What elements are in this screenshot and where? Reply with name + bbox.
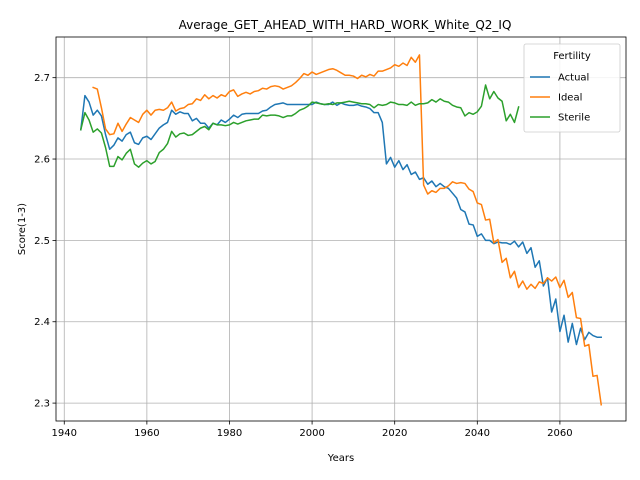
legend-label-actual: Actual	[558, 73, 589, 84]
series-lines	[79, 54, 603, 406]
y-axis-label: Score(1-3)	[17, 203, 28, 255]
plot-frame	[55, 36, 627, 422]
x-tick-label: 1980	[217, 428, 242, 439]
x-tick-label: 2020	[382, 428, 407, 439]
x-tick-label: 2040	[465, 428, 490, 439]
x-tick-label: 1940	[52, 428, 77, 439]
legend-label-sterile: Sterile	[558, 113, 590, 124]
y-tick-label: 2.7	[34, 73, 50, 84]
x-tick-label: 2000	[299, 428, 324, 439]
x-tick-label: 2060	[547, 428, 572, 439]
chart-title: Average_GET_AHEAD_WITH_HARD_WORK_White_Q…	[179, 18, 512, 32]
y-tick-label: 2.6	[34, 155, 50, 166]
x-axis: 1940 1960 1980 2000 2020 2040 2060	[52, 421, 573, 439]
y-axis: 2.3 2.4 2.5 2.6 2.7	[34, 73, 56, 410]
x-tick-label: 1960	[134, 428, 159, 439]
y-tick-label: 2.3	[34, 399, 50, 410]
legend: Fertility Actual Ideal Sterile	[523, 43, 621, 133]
grid-lines	[56, 37, 626, 421]
x-axis-label: Years	[327, 453, 354, 464]
y-tick-label: 2.5	[34, 236, 50, 247]
series-line-ideal	[92, 54, 603, 406]
legend-title: Fertility	[553, 51, 591, 62]
y-tick-label: 2.4	[34, 317, 50, 328]
legend-label-ideal: Ideal	[558, 93, 582, 104]
legend-box	[523, 43, 621, 133]
series-line-sterile	[79, 84, 520, 168]
